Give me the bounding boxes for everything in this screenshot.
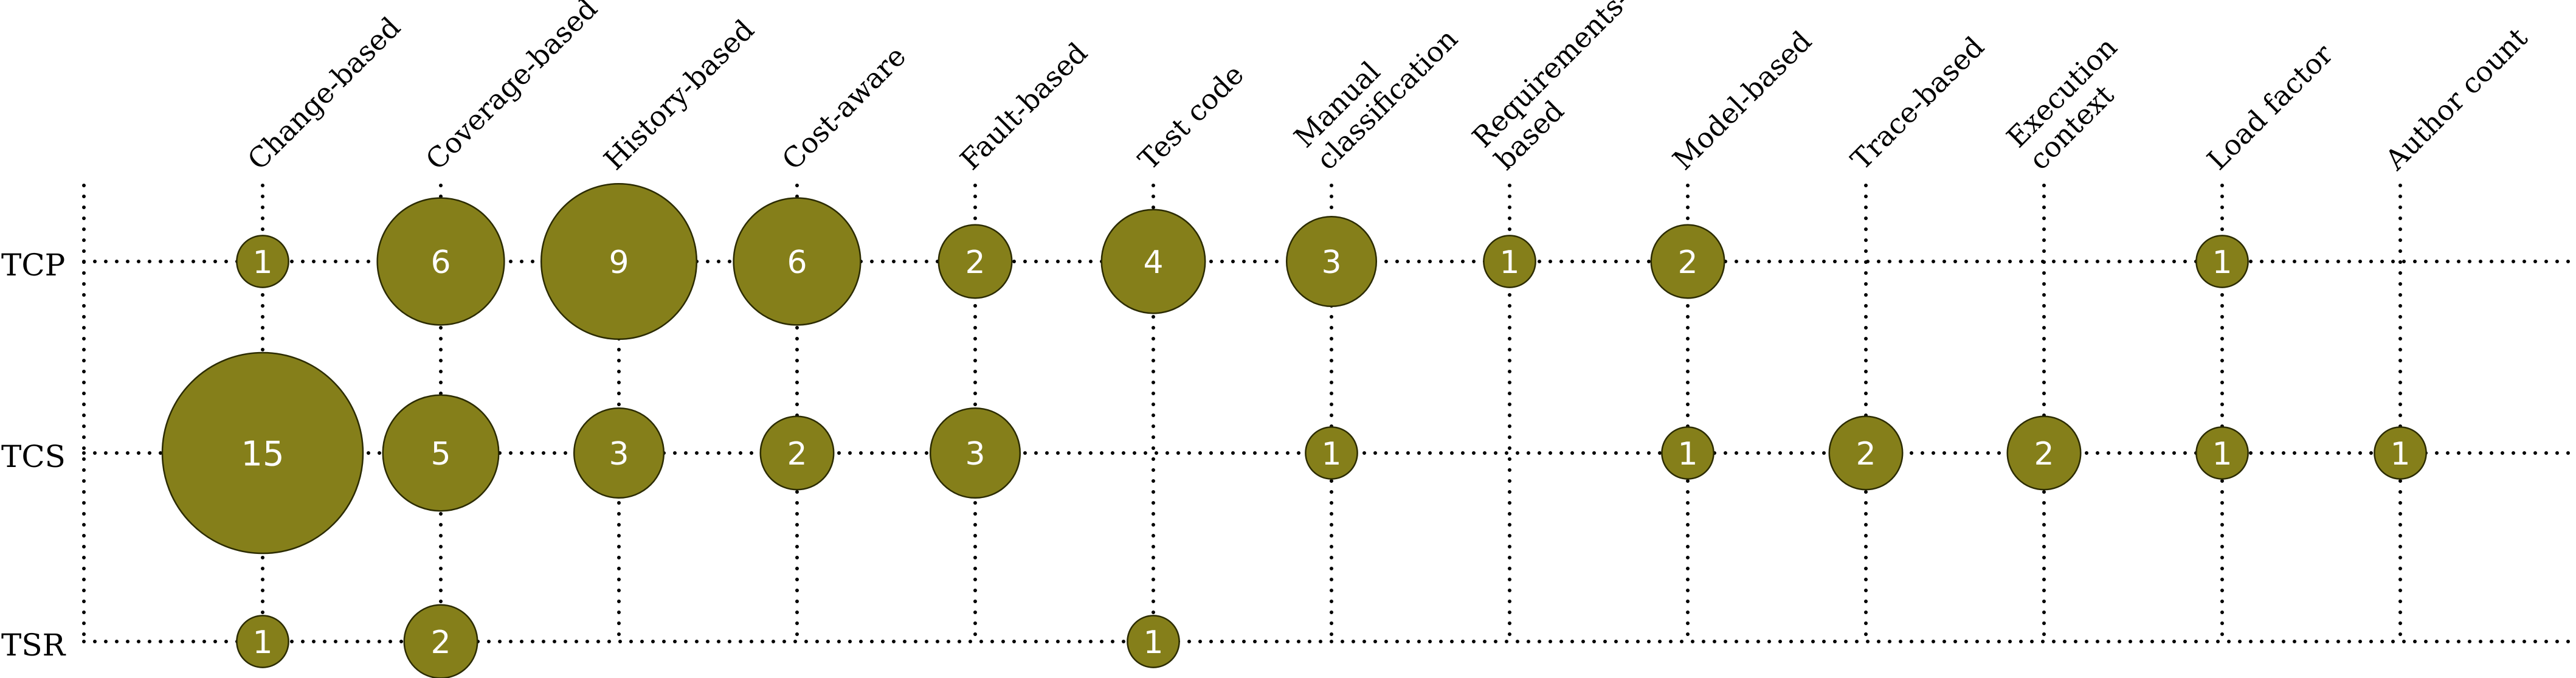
y-tick-labels: TCP TCS TSR [1,247,66,663]
x-tick-label-coverage-based: Coverage-based [420,0,604,176]
bubble-tcp-model-based [1650,224,1725,299]
bubble-value-tcs-model-based: 1 [1677,436,1697,472]
bubble-value-tcp-coverage-based: 6 [430,244,451,281]
bubble-value-tcs-trace-based: 2 [1856,436,1876,472]
bubble-value-tcs-fault-based: 3 [965,436,985,472]
bubble-tcs-coverage-based [382,394,500,512]
bubble-tcs-model-based [1661,426,1714,480]
x-tick-label-trace-based: Trace-based [1845,30,1991,176]
bubble-value-tcs-coverage-based: 5 [430,436,451,472]
x-tick-label-test-code: Test code [1132,58,1251,176]
bubble-tcs-history-based [573,407,665,499]
bubble-value-tcp-model-based: 2 [1677,244,1697,281]
bubble-tcs-change-based [161,351,364,555]
bubble-tsr-test-code [1127,615,1180,668]
bubble-value-tcp-fault-based: 2 [965,244,985,281]
x-tick-label-manual-classification: Manualclassification [1288,0,1464,176]
bubble-value-tsr-coverage-based: 2 [430,624,451,661]
bubble-tcp-requirements-based [1483,235,1536,288]
x-tick-label-fault-based: Fault-based [954,36,1094,176]
bubble-value-tcs-execution-context: 2 [2034,436,2054,472]
bubble-tcp-coverage-based [376,197,505,326]
bubble-value-tcp-load-factor: 1 [2212,244,2232,281]
y-tick-label-tcs: TCS [1,439,66,474]
bubble-value-tcs-load-factor: 1 [2212,436,2232,472]
x-tick-label-load-factor: Load factor [2201,38,2339,176]
bubble-tsr-coverage-based [403,604,478,678]
bubble-tcp-test-code [1100,209,1206,314]
bubbles: 1 6 9 6 2 4 3 1 2 1 15 5 3 2 3 1 1 2 2 1 1 1 2 1 [161,182,2427,678]
bubble-tcs-cost-aware [759,415,835,491]
bubble-tcs-execution-context [2006,415,2082,491]
x-tick-label-author-count: Author count [2378,21,2534,177]
bubble-tcs-author-count [2374,426,2427,480]
bubble-value-tcs-author-count: 1 [2390,436,2410,472]
bubble-value-tsr-change-based: 1 [252,624,272,661]
bubble-tcs-manual-classification [1305,426,1358,480]
bubble-value-tcs-change-based: 15 [241,435,284,474]
bubble-value-tsr-test-code: 1 [1143,624,1163,661]
y-tick-label-tsr: TSR [1,628,66,663]
bubble-tsr-change-based [236,615,289,668]
bubble-value-tcs-manual-classification: 1 [1321,436,1341,472]
bubble-tcp-load-factor [2195,235,2249,288]
bubble-tcs-fault-based [929,407,1021,499]
x-tick-label-change-based: Change-based [241,10,407,176]
bubble-tcs-load-factor [2195,426,2249,480]
y-tick-label-tcp: TCP [1,247,65,283]
bubble-tcp-fault-based [938,224,1013,299]
bubble-value-tcs-history-based: 3 [609,436,629,472]
bubble-value-tcp-requirements-based: 1 [1499,244,1519,281]
x-tick-label-cost-aware: Cost-aware [776,40,913,176]
bubble-tcp-history-based [540,182,698,341]
bubble-value-tcp-cost-aware: 6 [787,244,807,281]
bubble-tcp-change-based [236,235,289,288]
bubble-value-tcp-manual-classification: 3 [1321,244,1341,281]
bubble-value-tcs-cost-aware: 2 [787,436,807,472]
x-tick-label-history-based: History-based [598,13,761,176]
x-tick-label-requirements-based: Requirements-based [1466,0,1659,176]
x-tick-label-model-based: Model-based [1666,24,1818,176]
bubble-tcs-trace-based [1828,415,1904,491]
x-tick-label-execution-context: Executioncontext [2000,30,2146,176]
bubble-value-tcp-history-based: 9 [609,244,629,281]
bubble-value-tcp-test-code: 4 [1143,244,1163,281]
bubble-tcp-manual-classification [1285,215,1378,308]
bubble-tcp-cost-aware [733,197,862,326]
bubble-value-tcp-change-based: 1 [252,244,272,281]
